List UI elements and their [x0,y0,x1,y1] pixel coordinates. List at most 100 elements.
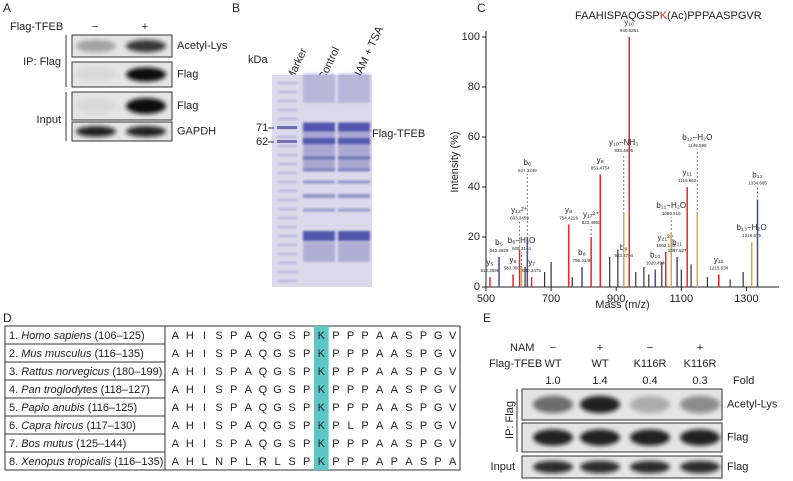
panel-label: C [477,1,486,15]
residue: P [303,384,310,396]
peak-mass: 627.3249 [518,168,537,173]
band [680,460,720,474]
residue: P [230,366,237,378]
residue: G [434,402,443,414]
residue: L [245,456,251,468]
y-tick-label: 20 [468,231,480,243]
residue: V [449,348,457,360]
gel-band [338,231,370,241]
residue: P [361,384,368,396]
panel-label: E [483,311,491,325]
peak-mass: 640.3475 [522,268,541,273]
residue: H [186,330,194,342]
residue: Q [259,330,268,342]
residue: P [303,402,310,414]
residue: P [420,330,427,342]
marker-label: 71 [256,122,268,134]
band [533,395,573,414]
residue: G [434,330,443,342]
peak-label: b₆−H₂O [508,236,535,245]
residue: A [391,330,399,342]
peak-mass: 603.3459 [510,216,529,221]
species: Rattus norvegicus [21,366,110,378]
band [630,395,670,414]
peak-mass: 754.4226 [559,216,578,221]
residue: P [420,438,427,450]
residue: V [449,366,457,378]
blot-label: Flag [727,431,748,443]
residue: A [449,456,457,468]
marker-band [277,208,297,210]
residue: P [361,402,368,414]
marker-label: 62 [256,136,268,148]
panel-label: D [3,311,12,325]
gel-band [338,180,370,184]
peak-mass: 940.5261 [620,28,639,33]
marker-band [277,145,297,147]
marker-band [277,82,297,84]
residue: H [186,402,194,414]
marker-band [277,163,297,165]
peak-label: b₁₂−H₂O [682,133,712,142]
residue: S [288,456,295,468]
group-label: Input [491,461,515,473]
group-label: IP: Flag [504,401,516,439]
peak-mass: 1020.494 [646,261,665,266]
residue: Q [259,402,268,414]
residue: A [391,366,399,378]
band [76,39,116,53]
residue: P [230,456,237,468]
range: (116–135) [114,456,163,468]
species: Papio anubis [21,402,85,414]
blot-label: Flag [177,68,198,80]
species-name: 3. Rattus norvegicus (180–199) [9,366,162,378]
lane-label: WT [544,358,561,370]
residue: P [303,438,310,450]
band [76,67,116,82]
residue: G [273,420,282,432]
row-index: 3. [9,366,18,378]
range: (106–125) [95,330,145,342]
residue: I [203,348,206,360]
residue: S [215,402,222,414]
residue: P [230,420,237,432]
peak-mass: 1118.662 [678,178,697,183]
blot [521,455,723,479]
marker-band [277,136,297,138]
lane-label: − [647,342,653,354]
residue: S [288,420,295,432]
residue: P [230,402,237,414]
residue: P [420,420,427,432]
residue: A [391,384,399,396]
residue: A [172,366,180,378]
row-index: 4. [9,384,18,396]
x-tick-label: 900 [607,293,625,305]
residue: G [273,402,282,414]
residue: Q [259,384,268,396]
marker-band [277,109,297,111]
residue: S [215,330,222,342]
peak-mass: 1052.153 [656,243,675,248]
peak-label: b₈ [578,248,586,257]
residue: P [361,456,368,468]
peak-label: y₈ [565,206,572,215]
band-label: Flag-TFEB [372,128,425,140]
y-tick-label: 0 [474,281,480,293]
peak-label: y₁₀−NH₃ [609,138,639,147]
residue: P [332,438,339,450]
residue: H [186,348,194,360]
peak-label: y₁₂²⁺ [511,206,528,215]
gel-band [338,122,370,132]
residue: V [449,438,457,450]
range: (116–125) [88,402,137,414]
residue: K [318,366,326,378]
peak-mass: 1316.675 [742,233,761,238]
gel-band [303,130,335,170]
species: Homo sapiens [21,330,92,342]
residue: A [376,384,384,396]
residue: P [230,438,237,450]
residue: P [332,330,339,342]
gel-band [303,194,335,198]
band [126,126,166,137]
